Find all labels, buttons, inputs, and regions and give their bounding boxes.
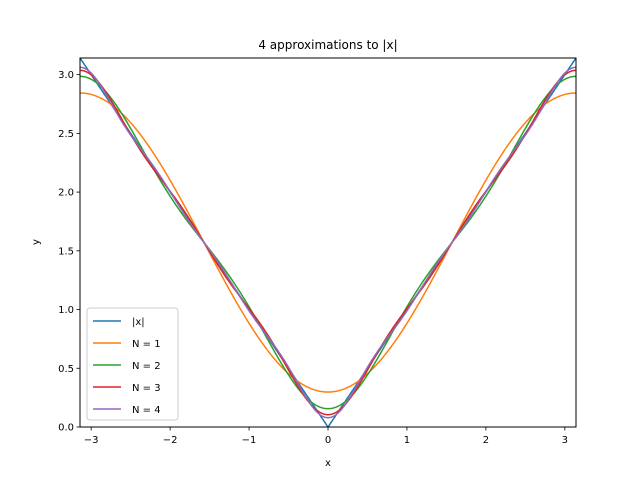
x-tick-label: 0 xyxy=(325,435,331,446)
x-tick-label: −1 xyxy=(242,435,257,446)
y-axis-label: y xyxy=(31,239,42,245)
x-tick-label: −3 xyxy=(84,435,99,446)
legend-box xyxy=(86,307,179,421)
y-tick-label: 1.5 xyxy=(58,246,74,257)
x-tick-label: 2 xyxy=(483,435,489,446)
x-tick-label: 3 xyxy=(562,435,568,446)
x-tick-label: 1 xyxy=(404,435,410,446)
legend-label-3: N = 2 xyxy=(132,361,161,372)
legend-label-5: N = 4 xyxy=(132,405,161,416)
series-line-2 xyxy=(80,92,576,393)
y-tick-label: 0.5 xyxy=(58,364,74,375)
legend-label-1: |x| xyxy=(132,317,145,328)
x-axis: −3 −2 −1 0 1 2 3 xyxy=(84,427,568,446)
y-tick-label: 0.0 xyxy=(58,423,74,434)
y-axis: 0.0 0.5 1.0 1.5 2.0 2.5 3.0 xyxy=(58,70,80,434)
x-tick-label: −2 xyxy=(163,435,178,446)
series-line-3 xyxy=(80,75,576,410)
y-tick-label: 2.0 xyxy=(58,188,74,199)
series-line-5 xyxy=(80,66,576,419)
y-tick-label: 2.5 xyxy=(58,129,74,140)
legend-label-4: N = 3 xyxy=(132,383,161,394)
y-tick-label: 3.0 xyxy=(58,70,74,81)
x-axis-label: x xyxy=(325,458,331,469)
chart-title: 4 approximations to |x| xyxy=(258,38,397,52)
series-line-4 xyxy=(80,69,576,416)
plot-area xyxy=(80,58,576,427)
y-tick-label: 1.0 xyxy=(58,305,74,316)
legend: |x| N = 1 N = 2 N = 3 N = 4 xyxy=(86,307,179,421)
legend-label-2: N = 1 xyxy=(132,339,161,350)
